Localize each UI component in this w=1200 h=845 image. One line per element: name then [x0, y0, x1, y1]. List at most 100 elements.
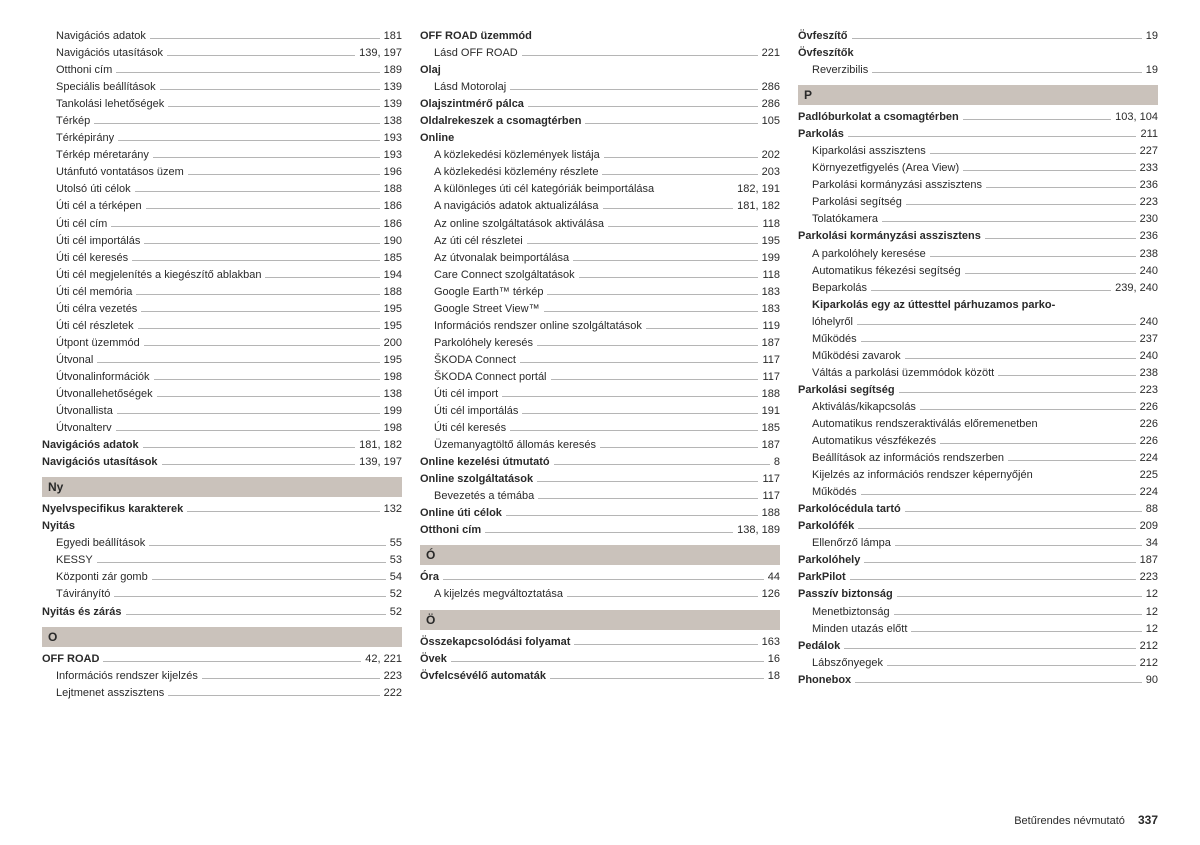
- index-entry-leader: [897, 596, 1142, 597]
- index-entry-leader: [103, 661, 361, 662]
- index-entry-label: Útvonalterv: [56, 420, 112, 437]
- index-entry-leader: [94, 123, 379, 124]
- index-entry-page: 223: [1140, 382, 1158, 399]
- index-entry-leader: [188, 174, 380, 175]
- index-section-header: Ó: [420, 545, 780, 565]
- index-entry: Nyitás és zárás52: [42, 604, 402, 621]
- index-entry: A navigációs adatok aktualizálása181, 18…: [420, 198, 780, 215]
- index-entry-leader: [132, 260, 380, 261]
- index-entry-page: 221: [762, 45, 780, 62]
- index-entry-page: 195: [384, 318, 402, 335]
- index-entry: Utánfutó vontatásos üzem196: [42, 164, 402, 181]
- index-entry: Óra44: [420, 569, 780, 586]
- index-entry-leader: [510, 430, 758, 431]
- index-entry: A parkolóhely keresése238: [798, 246, 1158, 263]
- index-entry-page: 138, 189: [737, 522, 780, 539]
- index-entry: Úti cél keresés185: [42, 250, 402, 267]
- index-entry-label: Úti cél keresés: [434, 420, 506, 437]
- index-entry-label: Care Connect szolgáltatások: [434, 267, 575, 284]
- index-entry-label: Útvonal: [56, 352, 93, 369]
- index-entry: Oldalrekeszek a csomagtérben105: [420, 113, 780, 130]
- index-entry-page: 44: [768, 569, 780, 586]
- index-entry-leader: [160, 89, 380, 90]
- index-column-2: OFF ROAD üzemmódLásd OFF ROAD221OlajLásd…: [420, 28, 780, 702]
- index-entry-page: 186: [384, 216, 402, 233]
- index-entry-leader: [930, 153, 1136, 154]
- index-entry-leader: [852, 38, 1142, 39]
- index-entry-label: Útvonallista: [56, 403, 113, 420]
- index-entry-label: Beparkolás: [812, 280, 867, 297]
- index-entry: Övfelcsévélő automaták18: [420, 668, 780, 685]
- index-entry-leader: [899, 392, 1136, 393]
- index-entry: Padlóburkolat a csomagtérben103, 104: [798, 109, 1158, 126]
- index-entry-page: 223: [1140, 569, 1158, 586]
- index-entry-label: Parkolócédula tartó: [798, 501, 901, 518]
- index-entry: Ellenőrző lámpa34: [798, 535, 1158, 552]
- index-entry-label: Navigációs utasítások: [42, 454, 158, 471]
- index-entry-page: 53: [390, 552, 402, 569]
- index-entry: A közlekedési közlemény részlete203: [420, 164, 780, 181]
- index-entry-leader: [111, 226, 379, 227]
- index-entry: Parkolóhely187: [798, 552, 1158, 569]
- index-entry-label: Úti célra vezetés: [56, 301, 137, 318]
- index-entry-page: 88: [1146, 501, 1158, 518]
- index-entry-page: 187: [1140, 552, 1158, 569]
- index-entry: Az útvonalak beimportálása199: [420, 250, 780, 267]
- index-entry-leader: [149, 545, 385, 546]
- index-entry: Az online szolgáltatások aktiválása118: [420, 216, 780, 233]
- index-entry-label: Környezetfigyelés (Area View): [812, 160, 959, 177]
- index-entry-page: 117: [762, 369, 780, 386]
- index-entry-leader: [858, 528, 1135, 529]
- index-entry-page: 19: [1146, 28, 1158, 45]
- index-entry-label: Összekapcsolódási folyamat: [420, 634, 570, 651]
- index-entry-label: Parkolás: [798, 126, 844, 143]
- index-entry: Útvonallista199: [42, 403, 402, 420]
- index-entry-page: 238: [1140, 365, 1158, 382]
- index-entry-leader: [143, 447, 356, 448]
- footer-title: Betűrendes névmutató: [1014, 815, 1125, 827]
- index-entry-label: Beállítások az információs rendszerben: [812, 450, 1004, 467]
- index-entry-label: Úti cél a térképen: [56, 198, 142, 215]
- index-columns: Navigációs adatok181Navigációs utasításo…: [42, 28, 1158, 702]
- index-entry-page: 185: [762, 420, 780, 437]
- index-entry-leader: [551, 379, 759, 380]
- index-entry: Parkolócédula tartó 88: [798, 501, 1158, 518]
- index-entry-label: Padlóburkolat a csomagtérben: [798, 109, 959, 126]
- index-entry-leader: [146, 208, 380, 209]
- index-entry-leader: [905, 511, 1142, 512]
- index-entry-page: 238: [1140, 246, 1158, 263]
- index-entry-leader: [887, 665, 1136, 666]
- index-entry: Automatikus rendszeraktiválás előremenet…: [798, 416, 1158, 433]
- index-entry-label: Automatikus fékezési segítség: [812, 263, 961, 280]
- index-entry-page: 286: [762, 79, 780, 96]
- index-entry-leader: [850, 579, 1136, 580]
- index-entry-page: 212: [1140, 655, 1158, 672]
- footer-page-number: 337: [1138, 813, 1158, 827]
- index-entry: Az úti cél részletei195: [420, 233, 780, 250]
- index-entry-leader: [574, 644, 757, 645]
- index-entry-leader: [986, 187, 1136, 188]
- index-entry: Övek16: [420, 651, 780, 668]
- index-entry-label: Nyitás és zárás: [42, 604, 122, 621]
- index-entry-leader: [528, 106, 758, 107]
- index-entry-leader: [510, 89, 757, 90]
- index-entry-label: Úti cél memória: [56, 284, 132, 301]
- index-entry-page: 117: [762, 352, 780, 369]
- index-entry-page: 230: [1140, 211, 1158, 228]
- index-entry-page: 196: [384, 164, 402, 181]
- index-entry-leader: [144, 243, 379, 244]
- index-entry: Kijelzés az információs rendszer képerny…: [798, 467, 1158, 484]
- index-entry-page: 139, 197: [359, 454, 402, 471]
- index-entry-leader: [544, 311, 758, 312]
- index-entry-label: Pedálok: [798, 638, 840, 655]
- index-entry-page: 212: [1140, 638, 1158, 655]
- index-entry-page: 18: [768, 668, 780, 685]
- index-entry: Parkolófék209: [798, 518, 1158, 535]
- index-entry-page: 227: [1140, 143, 1158, 160]
- index-entry-page: 188: [762, 505, 780, 522]
- index-entry-leader: [963, 119, 1111, 120]
- index-entry-label: Egyedi beállítások: [56, 535, 145, 552]
- index-entry-leader: [848, 136, 1137, 137]
- index-entry-page: 90: [1146, 672, 1158, 689]
- index-entry-label: Automatikus rendszeraktiválás előremenet…: [812, 416, 1038, 433]
